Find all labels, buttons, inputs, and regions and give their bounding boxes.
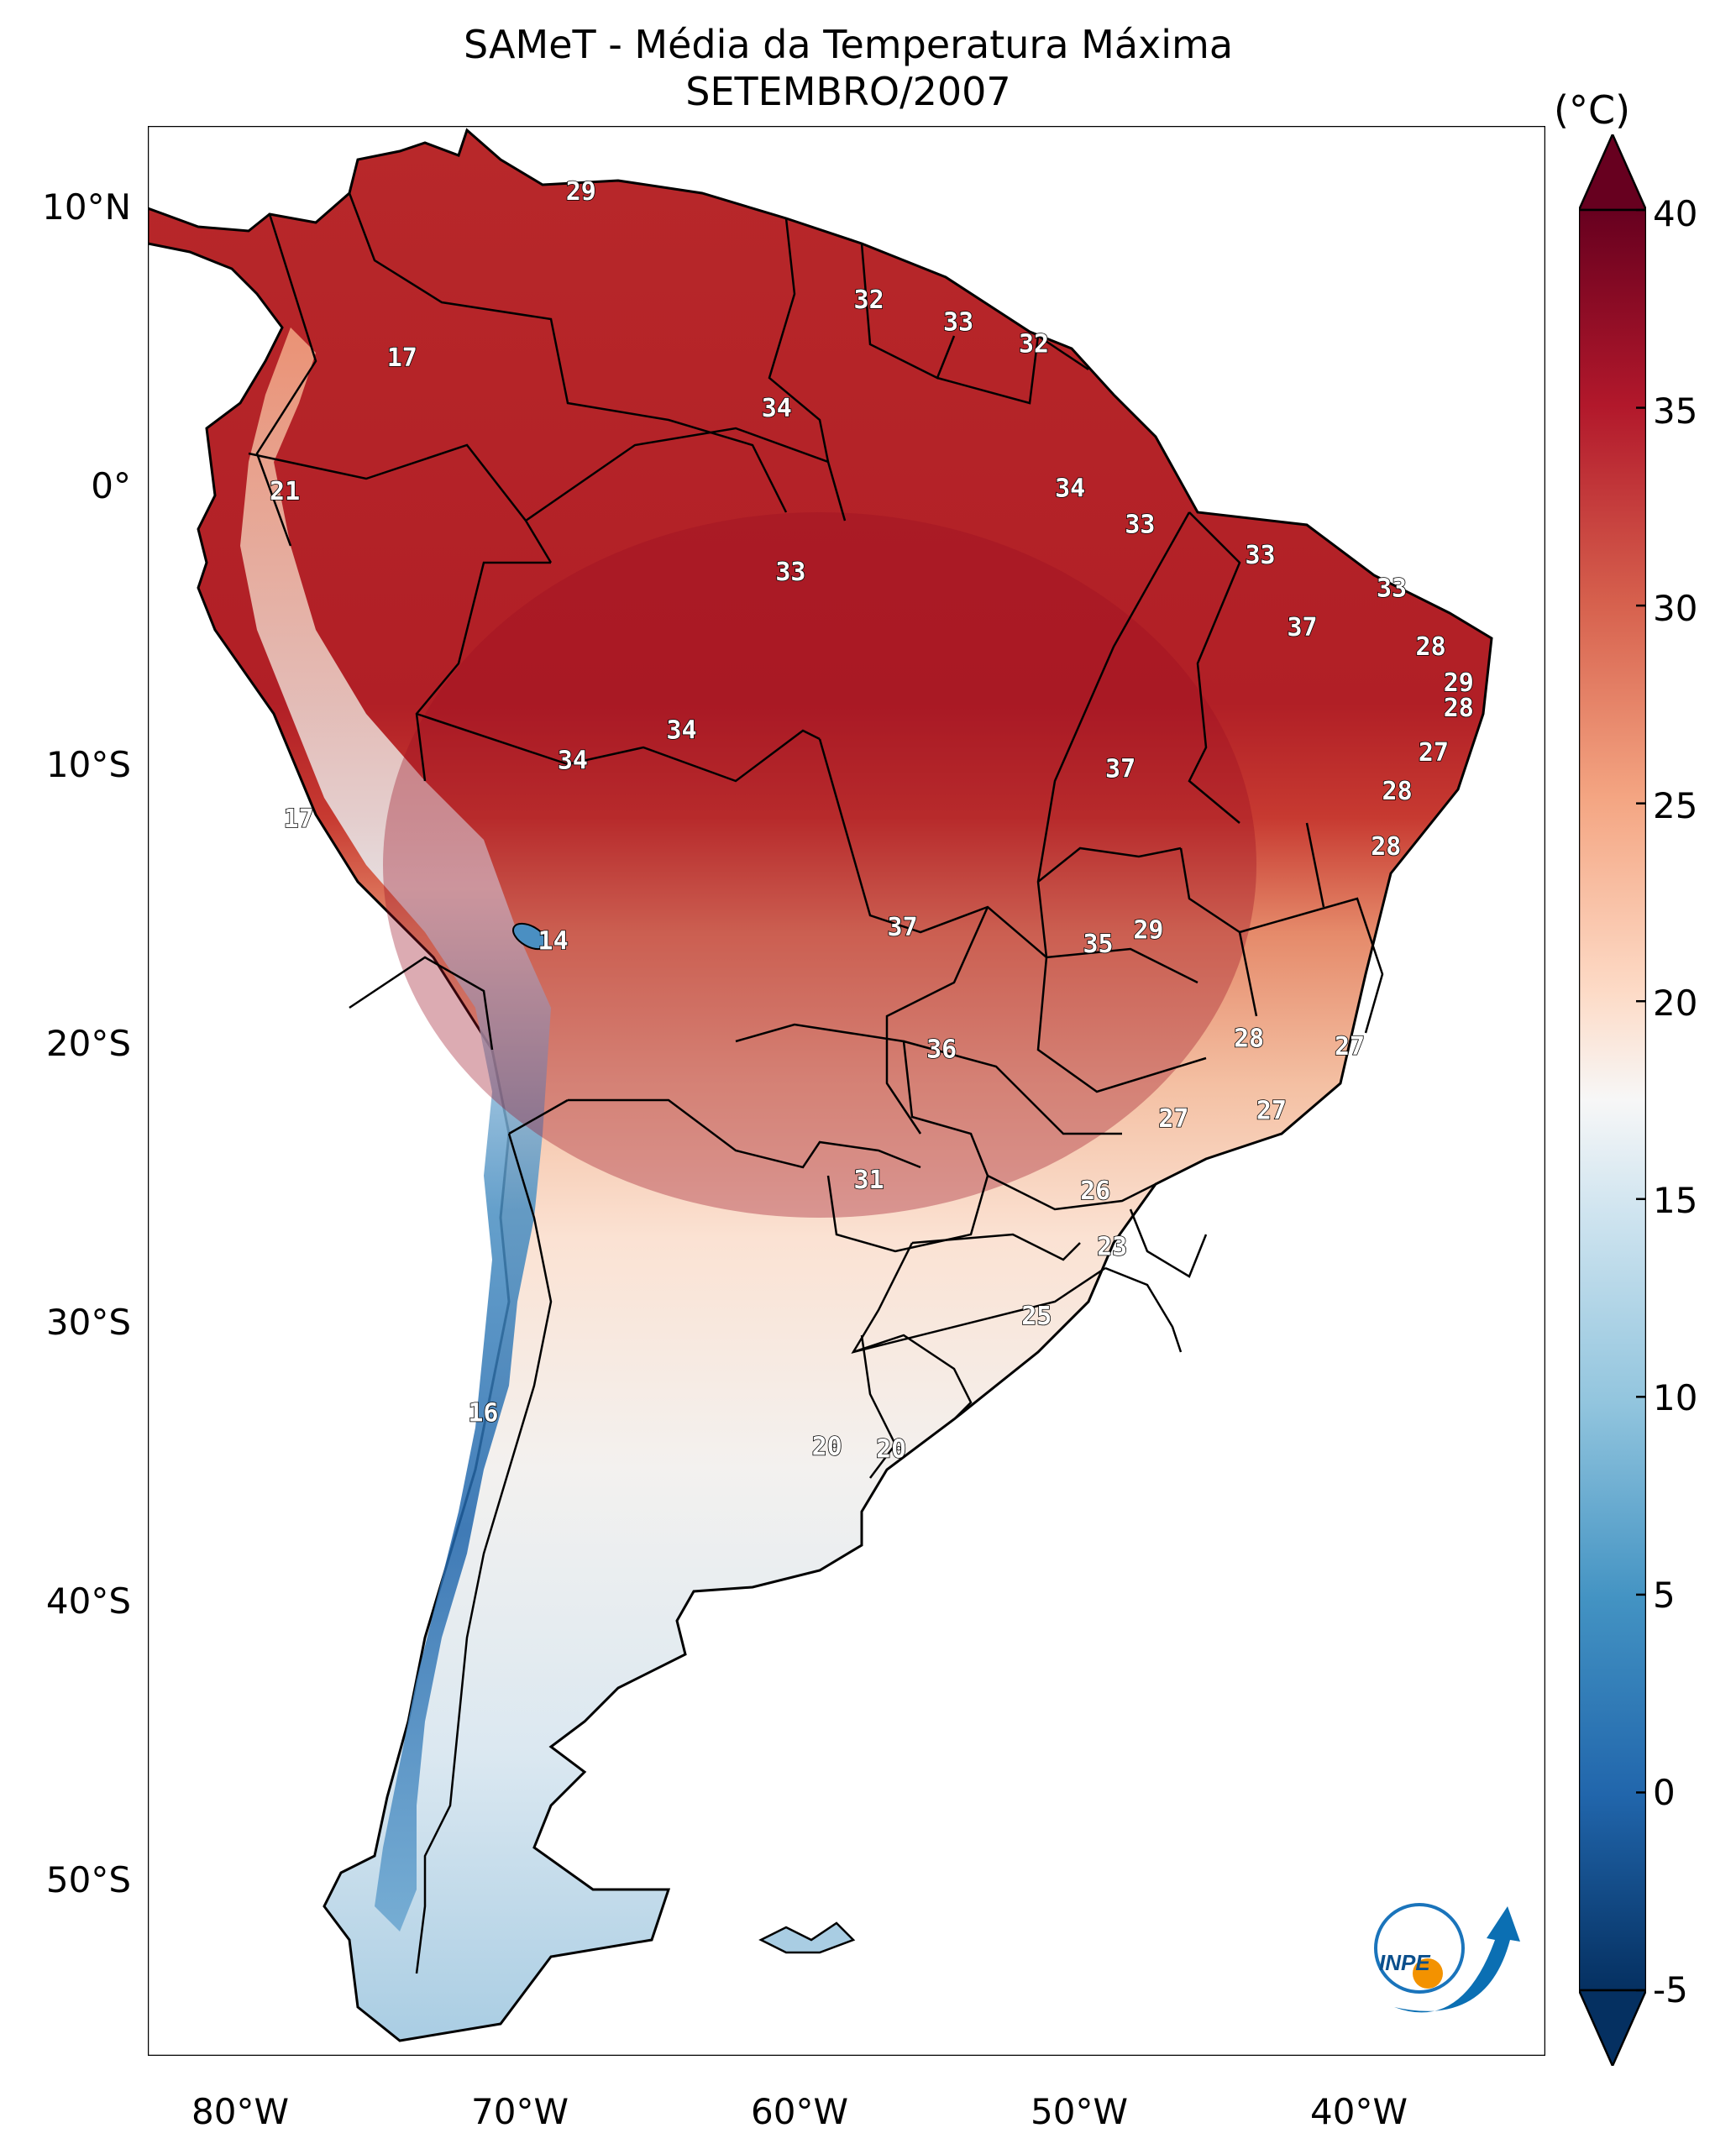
map-title: SAMeT - Média da Temperatura Máxima [463, 22, 1234, 67]
colorbar-tick-label: 35 [1653, 390, 1698, 432]
temperature-value-label: 37 [888, 913, 918, 942]
map-subtitle: SETEMBRO/2007 [685, 69, 1011, 114]
temperature-value-label: 17 [284, 805, 314, 834]
temperature-value-label: 23 [1097, 1232, 1127, 1261]
andes-cold-band [240, 328, 551, 1931]
temperature-value-label: 28 [1371, 832, 1401, 862]
hot-core [383, 512, 1256, 1218]
temperature-value-label: 32 [854, 286, 884, 315]
temperature-value-label: 29 [1444, 668, 1474, 698]
colorbar-tick-label: 20 [1653, 983, 1698, 1024]
temperature-value-label: 25 [1021, 1302, 1052, 1331]
colorbar-unit: (°C) [1554, 87, 1631, 133]
lat-label: 10°N [42, 186, 131, 228]
colorbar-tick-label: 0 [1653, 1772, 1676, 1813]
continent-shape [148, 128, 1493, 2042]
temperature-value-label: 14 [538, 927, 569, 957]
colorbar-tick-label: 30 [1653, 588, 1698, 629]
lat-label: 0° [91, 465, 131, 506]
colorbar-body [1579, 208, 1646, 1992]
temperature-value-label: 33 [1245, 541, 1275, 570]
lat-label: 50°S [45, 1859, 131, 1900]
temperature-value-label: 28 [1382, 777, 1413, 806]
lat-label: 10°S [45, 744, 131, 785]
temperature-value-label: 28 [1444, 694, 1474, 723]
colorbar-tick-label: 40 [1653, 193, 1698, 234]
temperature-value-label: 33 [943, 307, 973, 337]
colorbar-tick-label: -5 [1653, 1969, 1688, 2010]
colorbar [1579, 134, 1646, 2066]
temperature-value-label: 32 [1019, 330, 1049, 359]
logo-text: INPE [1379, 1950, 1430, 1975]
lon-label: 80°W [191, 2091, 289, 2132]
temperature-value-label: 26 [1080, 1177, 1110, 1206]
lon-label: 70°W [471, 2091, 569, 2132]
temperature-value-label: 20 [876, 1435, 906, 1465]
falkland-islands [758, 1921, 856, 1954]
lat-label: 30°S [45, 1302, 131, 1343]
lon-label: 50°W [1031, 2091, 1128, 2132]
temperature-value-label: 20 [812, 1432, 842, 1461]
temperature-value-label: 27 [1335, 1032, 1365, 1061]
temperature-value-label: 29 [566, 177, 596, 207]
colorbar-tick-label: 25 [1653, 785, 1698, 826]
temperature-value-label: 35 [1083, 930, 1113, 959]
temperature-value-label: 34 [558, 747, 588, 776]
colorbar-tick-label: 15 [1653, 1180, 1698, 1221]
temperature-value-label: 29 [1133, 915, 1163, 945]
temperature-value-label: 27 [1158, 1104, 1188, 1134]
temperature-value-label: 37 [1105, 755, 1135, 784]
temperature-value-label: 21 [270, 477, 300, 506]
temperature-value-label: 34 [667, 715, 697, 745]
temperature-value-label: 17 [387, 343, 417, 373]
temperature-value-label: 28 [1416, 632, 1446, 662]
lon-label: 40°W [1310, 2091, 1408, 2132]
lat-label: 40°S [45, 1580, 131, 1622]
temperature-value-label: 34 [1055, 474, 1085, 504]
temperature-value-label: 16 [468, 1399, 498, 1428]
temperature-value-label: 31 [854, 1166, 884, 1195]
lake-titicaca [512, 922, 548, 951]
temperature-value-label: 36 [926, 1035, 957, 1065]
inpe-logo: INPE [1374, 1903, 1520, 2013]
lat-label: 20°S [45, 1023, 131, 1064]
colorbar-extend-max [1579, 134, 1646, 212]
lon-label: 60°W [751, 2091, 848, 2132]
temperature-value-label: 28 [1234, 1024, 1264, 1053]
borders [248, 192, 1384, 1974]
temperature-value-label: 27 [1256, 1096, 1287, 1125]
temperature-value-label: 33 [775, 558, 805, 587]
colorbar-extend-min [1579, 1989, 1646, 2066]
temperature-value-label: 37 [1287, 613, 1317, 642]
temperature-value-label: 34 [762, 394, 792, 423]
temperature-value-label: 33 [1377, 574, 1407, 604]
temperature-value-label: 33 [1125, 511, 1155, 540]
colorbar-tick-label: 5 [1653, 1575, 1676, 1616]
temperature-value-label: 27 [1419, 738, 1449, 768]
colorbar-tick-label: 10 [1653, 1377, 1698, 1418]
